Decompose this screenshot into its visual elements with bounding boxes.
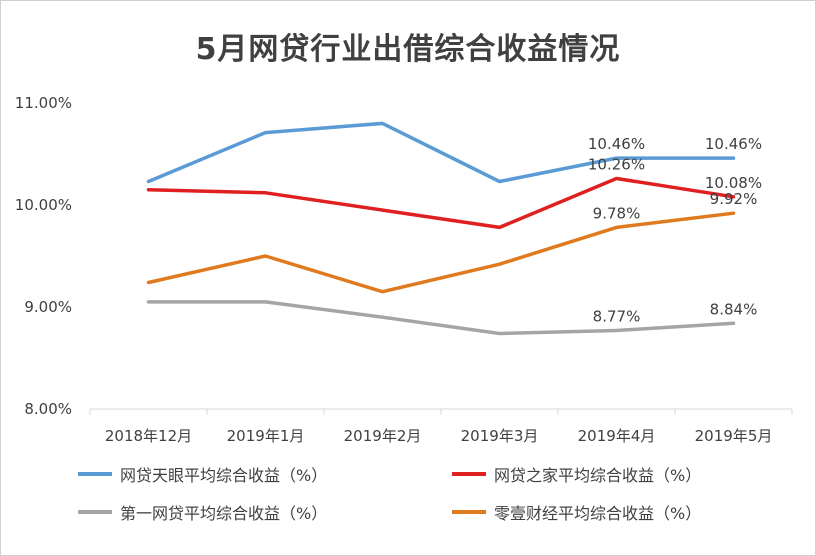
- series-lines: [146, 121, 736, 336]
- legend-swatch: [78, 472, 112, 476]
- legend-item: 第一网贷平均综合收益（%）: [78, 500, 327, 524]
- legend: 网贷天眼平均综合收益（%） 网贷之家平均综合收益（%） 第一网贷平均综合收益（%…: [78, 454, 778, 544]
- data-labels: 10.46% 10.46% 10.26% 10.08% 8.77% 8.84% 9.78% 9…: [588, 135, 762, 325]
- y-tick-label: 10.00%: [15, 196, 72, 214]
- legend-label: 零壹财经平均综合收益（%）: [494, 504, 702, 523]
- y-tick-label: 11.00%: [15, 94, 72, 112]
- x-tick-label: 2019年2月: [344, 427, 422, 445]
- x-tick-label: 2019年3月: [461, 427, 539, 445]
- series-line: [146, 176, 736, 230]
- series-line: [146, 211, 736, 294]
- data-label: 10.08%: [705, 174, 762, 192]
- series-line: [146, 300, 736, 336]
- x-tick-label: 2018年12月: [105, 427, 192, 445]
- legend-label: 第一网贷平均综合收益（%）: [120, 504, 328, 523]
- legend-swatch: [452, 510, 486, 514]
- data-label: 8.77%: [593, 307, 641, 325]
- x-tick-label: 2019年4月: [578, 427, 656, 445]
- legend-item: 网贷天眼平均综合收益（%）: [78, 462, 327, 486]
- data-label: 10.26%: [588, 155, 645, 173]
- data-label: 10.46%: [588, 135, 645, 153]
- series-line: [146, 121, 736, 184]
- y-axis-labels: 8.00% 9.00% 10.00% 11.00%: [15, 94, 72, 418]
- data-label: 9.92%: [710, 190, 758, 208]
- x-axis: 2018年12月 2019年1月 2019年2月 2019年3月 2019年4月 2019…: [89, 408, 793, 445]
- x-tick-label: 2019年5月: [695, 427, 773, 445]
- legend-swatch: [452, 472, 486, 476]
- data-label: 9.78%: [593, 204, 641, 222]
- data-label: 10.46%: [705, 135, 762, 153]
- legend-swatch: [78, 510, 112, 514]
- legend-label: 网贷天眼平均综合收益（%）: [120, 466, 328, 485]
- legend-label: 网贷之家平均综合收益（%）: [494, 466, 702, 485]
- y-tick-label: 9.00%: [24, 298, 72, 316]
- data-label: 8.84%: [710, 300, 758, 318]
- chart-title: 5月网贷行业出借综合收益情况: [195, 32, 621, 67]
- x-tick-label: 2019年1月: [227, 427, 305, 445]
- y-tick-label: 8.00%: [24, 400, 72, 418]
- legend-item: 网贷之家平均综合收益（%）: [452, 462, 701, 486]
- legend-item: 零壹财经平均综合收益（%）: [452, 500, 701, 524]
